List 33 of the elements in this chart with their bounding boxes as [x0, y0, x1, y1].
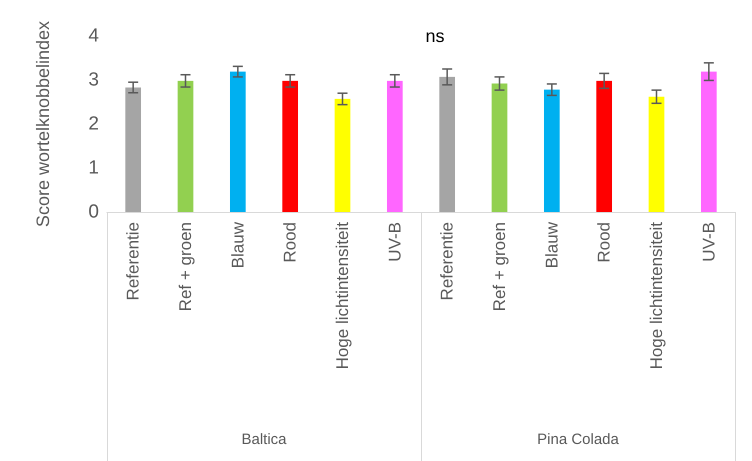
x-tick-label: Ref + groen — [490, 222, 509, 312]
y-tick-label: 3 — [88, 70, 99, 90]
y-tick-label: 1 — [88, 158, 99, 178]
text: Baltica — [241, 431, 288, 448]
x-tick-label: Ref + groen — [176, 222, 195, 312]
bar — [596, 80, 612, 212]
y-tick-label: 2 — [88, 114, 99, 134]
y-tick-label: 0 — [88, 202, 99, 222]
bar — [386, 80, 403, 212]
x-tick-label: Referentie — [124, 222, 143, 300]
bar — [334, 98, 350, 212]
x-tick-label: Referentie — [438, 222, 457, 300]
chart-title: ns — [425, 26, 445, 46]
x-tick-label: Rood — [594, 222, 614, 263]
bar — [125, 87, 142, 212]
text: Pina Colada — [537, 431, 620, 448]
x-tick-label: Blauw — [542, 221, 562, 268]
bar — [700, 72, 717, 212]
bar — [178, 80, 194, 212]
x-tick-label: Hoge lichtintensiteit — [333, 222, 352, 370]
x-tick-label: Rood — [280, 222, 300, 263]
x-tick-label: UV-B — [385, 222, 404, 262]
bar — [492, 84, 508, 212]
bar — [282, 80, 298, 212]
bar — [439, 76, 456, 212]
bar — [648, 96, 664, 212]
x-tick-label: Hoge lichtintensiteit — [647, 222, 666, 370]
bar — [230, 72, 246, 212]
y-axis-title: Score wortelknobbelindex — [33, 20, 53, 228]
x-tick-label: Blauw — [228, 221, 248, 268]
bar — [544, 90, 560, 212]
x-tick-label: UV-B — [699, 222, 718, 262]
y-tick-label: 4 — [88, 26, 100, 46]
